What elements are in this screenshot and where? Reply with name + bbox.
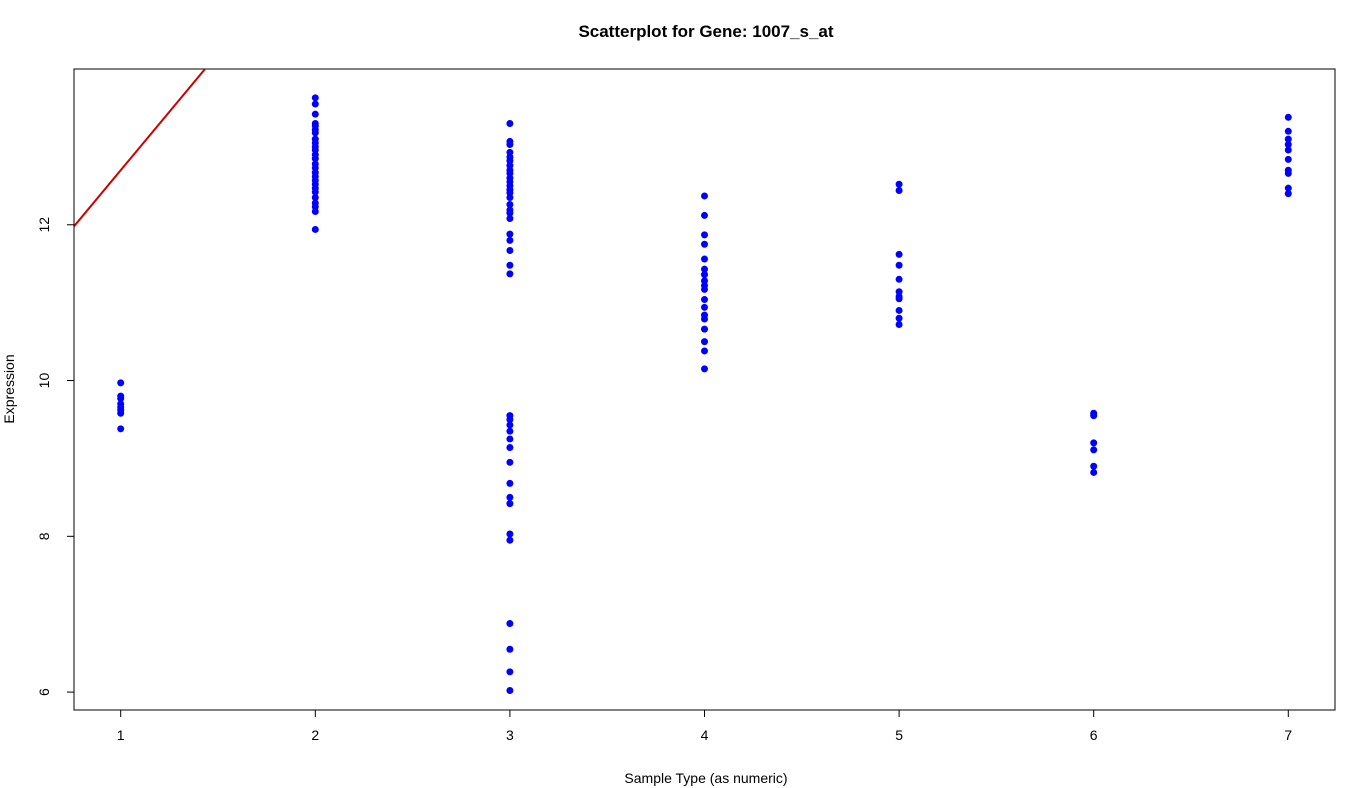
x-tick-label: 5 xyxy=(895,727,903,743)
x-axis-label: Sample Type (as numeric) xyxy=(624,770,787,786)
data-point xyxy=(895,314,903,322)
x-tick-label: 4 xyxy=(701,727,709,743)
x-tick-label: 2 xyxy=(311,727,319,743)
data-point xyxy=(506,194,514,202)
chart-title: Scatterplot for Gene: 1007_s_at xyxy=(578,22,833,41)
data-point xyxy=(311,94,319,102)
y-axis-label: Expression xyxy=(1,354,17,423)
data-point xyxy=(506,415,514,423)
plot-frame xyxy=(73,68,1336,711)
data-point xyxy=(311,225,319,233)
data-point xyxy=(506,668,514,676)
data-point xyxy=(1284,141,1292,149)
data-point xyxy=(506,493,514,501)
data-point xyxy=(1284,184,1292,192)
data-point xyxy=(506,201,514,209)
data-point xyxy=(1090,439,1098,447)
data-point xyxy=(701,255,708,263)
data-point xyxy=(895,275,903,283)
y-tick-label: 10 xyxy=(36,373,52,389)
data-point xyxy=(117,394,125,402)
data-point xyxy=(506,209,514,217)
y-tick-label: 6 xyxy=(36,688,52,696)
data-point xyxy=(701,271,708,279)
data-point xyxy=(895,261,903,269)
data-point xyxy=(506,687,514,695)
data-point xyxy=(506,246,514,254)
x-tick-label: 3 xyxy=(506,727,514,743)
data-point xyxy=(506,500,514,508)
data-point xyxy=(701,365,708,373)
data-point xyxy=(506,261,514,269)
data-point xyxy=(895,187,903,195)
data-point xyxy=(1284,127,1292,135)
data-point xyxy=(1090,462,1098,470)
data-point xyxy=(506,435,514,443)
data-point xyxy=(895,306,903,314)
data-point xyxy=(506,530,514,538)
data-point xyxy=(506,270,514,278)
data-point xyxy=(1090,412,1098,420)
data-point xyxy=(506,536,514,544)
x-tick-label: 7 xyxy=(1284,727,1292,743)
data-point xyxy=(117,425,125,433)
data-point xyxy=(1284,190,1292,198)
data-point xyxy=(701,338,708,346)
data-point xyxy=(311,129,319,137)
data-point xyxy=(895,320,903,328)
data-point xyxy=(506,215,514,223)
data-point xyxy=(701,240,708,248)
data-point xyxy=(506,427,514,435)
x-tick-label: 1 xyxy=(117,727,125,743)
data-point xyxy=(1090,468,1098,476)
data-point xyxy=(506,620,514,628)
data-point xyxy=(701,303,708,311)
data-point xyxy=(701,325,708,333)
data-point xyxy=(895,180,903,188)
data-point xyxy=(506,236,514,244)
data-point xyxy=(506,444,514,452)
data-point xyxy=(1284,169,1292,177)
data-point xyxy=(701,315,708,323)
data-point xyxy=(1284,146,1292,154)
y-tick-label: 8 xyxy=(36,532,52,540)
data-point xyxy=(311,155,319,163)
data-point xyxy=(506,230,514,238)
data-point xyxy=(701,231,708,239)
data-point xyxy=(1284,113,1292,121)
data-point xyxy=(701,211,708,219)
data-point xyxy=(506,645,514,653)
data-point xyxy=(506,141,514,149)
data-point xyxy=(1090,446,1098,454)
x-tick-label: 6 xyxy=(1090,727,1098,743)
data-point xyxy=(895,250,903,258)
data-point xyxy=(701,192,708,200)
data-point xyxy=(311,208,319,216)
data-point xyxy=(701,285,708,293)
data-point xyxy=(701,265,708,273)
data-point xyxy=(311,110,319,118)
data-point xyxy=(506,458,514,466)
data-point xyxy=(506,479,514,487)
y-tick-label: 12 xyxy=(36,217,52,233)
data-point xyxy=(1284,135,1292,143)
data-point xyxy=(506,120,514,128)
data-point xyxy=(701,347,708,355)
data-point xyxy=(895,295,903,303)
data-point xyxy=(311,100,319,108)
data-point xyxy=(701,296,708,304)
data-point xyxy=(1284,155,1292,163)
data-point xyxy=(117,379,125,387)
data-point xyxy=(311,188,319,196)
data-point xyxy=(117,409,125,417)
data-point xyxy=(311,194,319,202)
data-point xyxy=(506,421,514,429)
